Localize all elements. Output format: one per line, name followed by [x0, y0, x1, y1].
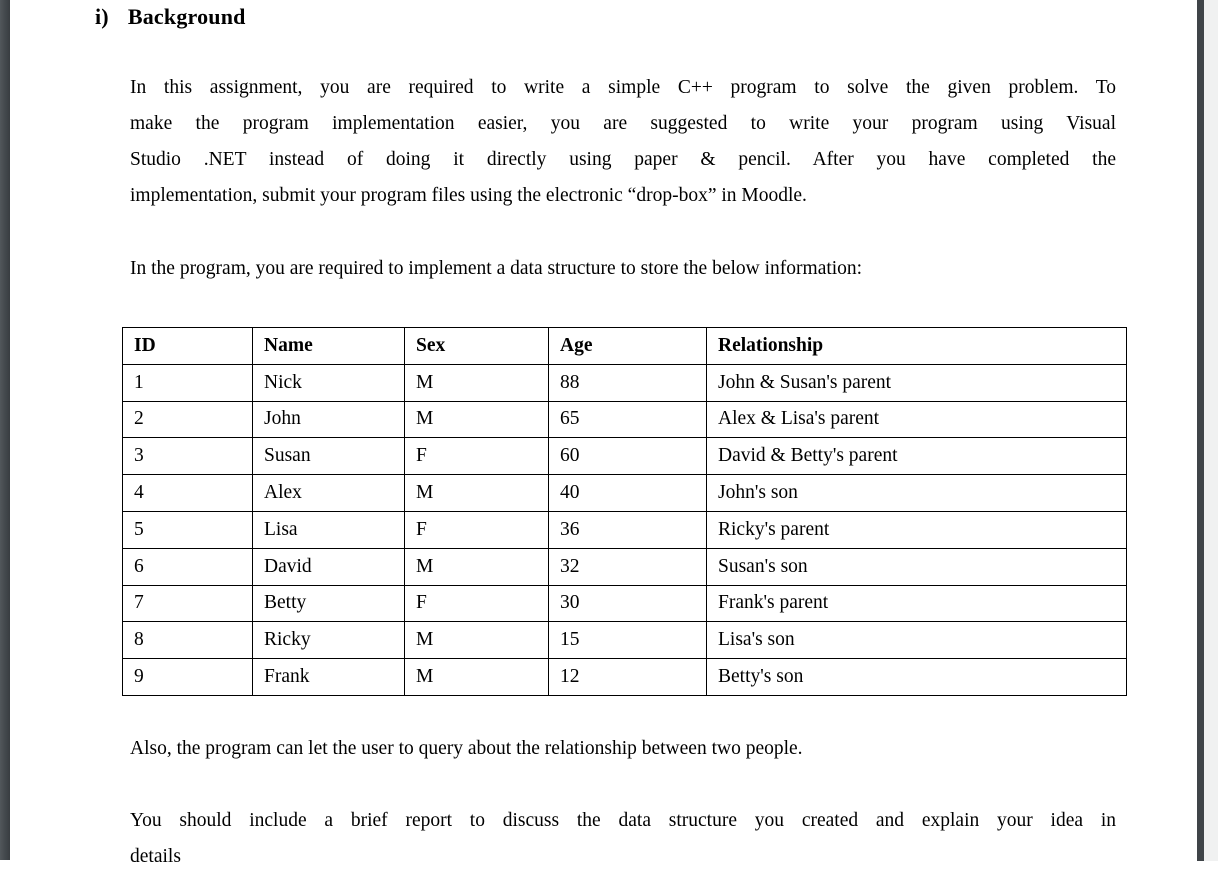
- table-row: 6 David M 32 Susan's son: [122, 547, 1127, 586]
- table-cell: 65: [548, 400, 707, 439]
- paragraph-line: make the program implementation easier, …: [130, 113, 1116, 134]
- table-cell: John: [252, 400, 405, 439]
- table-cell: M: [404, 547, 549, 586]
- column-header-id: ID: [122, 327, 253, 365]
- table-cell: David: [252, 547, 405, 586]
- paragraph-line: details: [130, 846, 181, 867]
- table-row: 3 Susan F 60 David & Betty's parent: [122, 437, 1127, 476]
- table-cell: 88: [548, 363, 707, 402]
- column-header-age: Age: [548, 327, 707, 365]
- table-cell: 6: [122, 547, 253, 586]
- table-cell: Alex & Lisa's parent: [706, 400, 1127, 439]
- table-cell: F: [404, 584, 549, 623]
- table-cell: Frank: [252, 658, 405, 696]
- heading-title: Background: [127, 4, 246, 29]
- table-cell: 9: [122, 658, 253, 696]
- table-row: 2 John M 65 Alex & Lisa's parent: [122, 400, 1127, 439]
- table-cell: Ricky's parent: [706, 510, 1127, 549]
- table-cell: 30: [548, 584, 707, 623]
- table-cell: 36: [548, 510, 707, 549]
- table-cell: 2: [122, 400, 253, 439]
- table-cell: M: [404, 621, 549, 660]
- viewer-background-strip: [1204, 0, 1218, 861]
- table-cell: Susan: [252, 437, 405, 476]
- people-table: ID Name Sex Age Relationship 1 Nick M 88 Joh…: [122, 327, 1127, 696]
- table-cell: Nick: [252, 363, 405, 402]
- table-cell: 7: [122, 584, 253, 623]
- table-cell: Ricky: [252, 621, 405, 660]
- heading-numeral: i): [95, 4, 109, 29]
- table-row: 5 Lisa F 36 Ricky's parent: [122, 510, 1127, 549]
- table-cell: Betty's son: [706, 658, 1127, 696]
- table-cell: 3: [122, 437, 253, 476]
- table-cell: 15: [548, 621, 707, 660]
- table-body: 1 Nick M 88 John & Susan's parent 2 John M 65 Ale…: [122, 363, 1127, 696]
- table-cell: Alex: [252, 474, 405, 512]
- table-cell: 8: [122, 621, 253, 660]
- table-cell: John's son: [706, 474, 1127, 512]
- table-cell: 40: [548, 474, 707, 512]
- table-cell: David & Betty's parent: [706, 437, 1127, 476]
- table-cell: 60: [548, 437, 707, 476]
- table-cell: M: [404, 474, 549, 512]
- table-row: 8 Ricky M 15 Lisa's son: [122, 621, 1127, 660]
- table-cell: Susan's son: [706, 547, 1127, 586]
- table-cell: Frank's parent: [706, 584, 1127, 623]
- table-cell: Lisa: [252, 510, 405, 549]
- paragraph-implement: In the program, you are required to impl…: [130, 258, 863, 279]
- table-cell: 12: [548, 658, 707, 696]
- paragraph-line: Studio .NET instead of doing it directly…: [130, 149, 1116, 170]
- table-row: 9 Frank M 12 Betty's son: [122, 658, 1127, 696]
- table-cell: John & Susan's parent: [706, 363, 1127, 402]
- paragraph-report: You should include a brief report to dis…: [130, 803, 1116, 875]
- table-row: 7 Betty F 30 Frank's parent: [122, 584, 1127, 623]
- table-cell: M: [404, 400, 549, 439]
- table-cell: F: [404, 437, 549, 476]
- column-header-sex: Sex: [404, 327, 549, 365]
- table-row: 4 Alex M 40 John's son: [122, 474, 1127, 512]
- page-right-edge-border: [1197, 0, 1204, 861]
- paragraph-line: You should include a brief report to dis…: [130, 810, 1116, 831]
- paragraph-line: In this assignment, you are required to …: [130, 77, 1116, 98]
- table-cell: M: [404, 658, 549, 696]
- paragraph-query: Also, the program can let the user to qu…: [130, 738, 803, 759]
- page-left-edge-bar: [0, 0, 10, 860]
- column-header-relationship: Relationship: [706, 327, 1127, 365]
- table-cell: 1: [122, 363, 253, 402]
- table-cell: 5: [122, 510, 253, 549]
- paragraph-line: implementation, submit your program file…: [130, 185, 807, 206]
- table-cell: 32: [548, 547, 707, 586]
- column-header-name: Name: [252, 327, 405, 365]
- table-header-row: ID Name Sex Age Relationship: [122, 327, 1127, 365]
- table-cell: F: [404, 510, 549, 549]
- table-cell: M: [404, 363, 549, 402]
- paragraph-intro: In this assignment, you are required to …: [130, 70, 1116, 214]
- table-row: 1 Nick M 88 John & Susan's parent: [122, 363, 1127, 402]
- table-cell: 4: [122, 474, 253, 512]
- table-cell: Betty: [252, 584, 405, 623]
- section-heading: i) Background: [95, 4, 246, 30]
- table-cell: Lisa's son: [706, 621, 1127, 660]
